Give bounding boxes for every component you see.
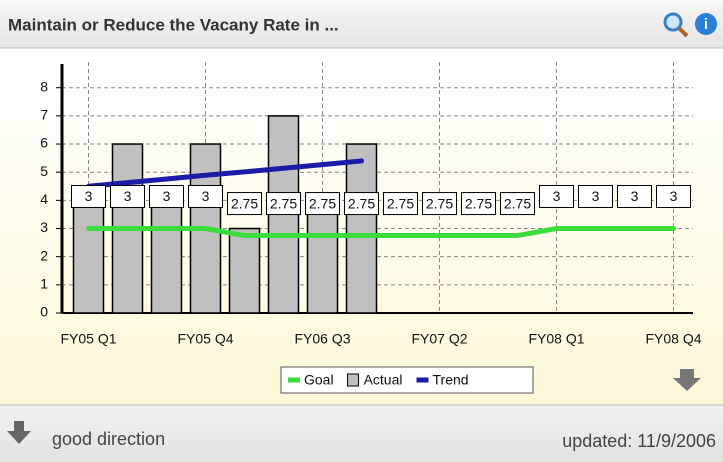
direction-label: good direction [52,429,165,449]
data-label-box [149,185,184,209]
legend-box [280,366,534,394]
x-tick-label: FY05 Q4 [177,331,233,347]
y-tick-label: 3 [40,219,48,235]
y-tick-label: 1 [40,276,48,292]
info-icon[interactable]: i [695,13,717,35]
data-label: 3 [553,188,561,204]
y-tick-label: 8 [40,78,48,94]
data-label: 3 [670,188,678,204]
y-tick-label: 0 [40,304,48,320]
data-label-box [383,192,418,216]
data-label: 2.75 [270,195,297,211]
y-tick-label: 4 [40,191,48,207]
data-label-box [539,185,574,209]
y-tick-label: 6 [40,135,48,151]
data-label-box [71,185,106,209]
line [86,158,364,189]
data-label-box [344,192,379,216]
data-label: 2.75 [465,195,492,211]
zoom-icon[interactable] [663,12,689,38]
svg-text:i: i [704,16,708,33]
header-title: Maintain or Reduce the Vacany Rate in ..… [8,15,339,34]
data-label: 3 [163,188,171,204]
updated-label: updated: 11/9/2006 [562,431,716,451]
data-label: 3 [631,188,639,204]
y-tick-label: 2 [40,247,48,263]
x-tick-label: FY05 Q1 [60,331,116,347]
x-tick-label: FY08 Q1 [528,331,584,347]
line [86,226,676,239]
bar [228,227,261,314]
data-label: 2.75 [309,195,336,211]
x-tick-label: FY06 Q3 [294,331,350,347]
legend-label: Actual [364,372,403,388]
bar [345,143,378,314]
bar [306,199,339,314]
data-label: 3 [202,188,210,204]
y-tick-label: 7 [40,107,48,123]
x-tick-label: FY07 Q2 [411,331,467,347]
data-label: 2.75 [426,195,453,211]
bar [72,199,105,314]
data-label: 2.75 [387,195,414,211]
data-label: 2.75 [504,195,531,211]
data-label-box [305,192,340,216]
direction-icon [7,421,31,444]
data-label-box [500,192,535,216]
data-label-box [266,192,301,216]
data-label-box [578,185,613,209]
header-bar [0,0,723,48]
data-label: 3 [124,188,132,204]
data-label-box [227,192,262,216]
y-tick-label: 5 [40,163,48,179]
data-label-box [656,185,691,209]
legend-swatch [347,373,360,387]
data-label: 2.75 [348,195,375,211]
legend-label: Goal [304,372,334,388]
data-label: 3 [592,188,600,204]
data-label-box [461,192,496,216]
data-label-box [110,185,145,209]
bar [150,199,183,314]
legend-label: Trend [433,372,469,388]
data-label-box [617,185,652,209]
data-label-box [422,192,457,216]
down-arrow [673,369,701,391]
data-label: 3 [85,188,93,204]
footer-bar [0,405,723,462]
data-label: 2.75 [231,195,258,211]
x-tick-label: FY08 Q4 [645,331,701,347]
data-label-box [188,185,223,209]
